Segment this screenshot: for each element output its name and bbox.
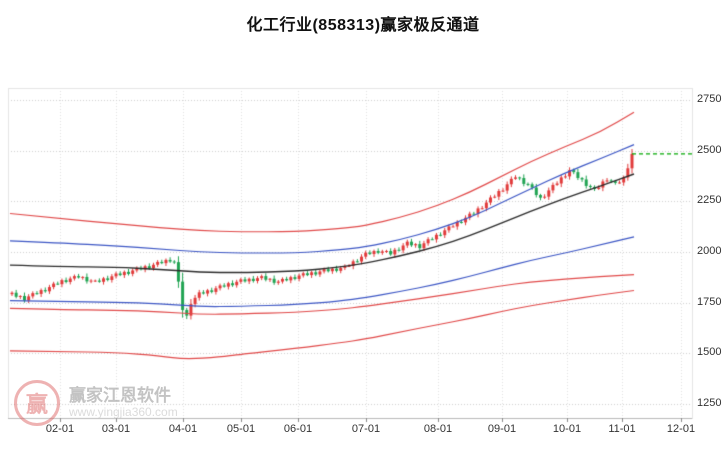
x-axis-label: 07-01 xyxy=(351,423,381,435)
x-axis-label: 08-01 xyxy=(423,423,453,435)
y-axis-label: 2000 xyxy=(697,245,722,257)
watermark-url: www.yingjia360.com xyxy=(69,405,178,419)
watermark-brand: 赢家江恩软件 xyxy=(69,386,171,405)
chart-title: 化工行业(858313)赢家极反通道 xyxy=(246,17,480,34)
x-axis-label: 12-01 xyxy=(666,423,696,435)
x-axis-label: 02-01 xyxy=(45,423,75,435)
y-axis-label: 1250 xyxy=(697,397,722,409)
x-axis-label: 11-01 xyxy=(608,423,636,435)
x-axis-label: 04-01 xyxy=(168,423,198,435)
x-axis-label: 10-01 xyxy=(552,423,582,435)
brand-logo-icon: 赢 xyxy=(14,380,60,426)
y-axis-label: 2750 xyxy=(697,93,722,105)
y-axis-label: 1500 xyxy=(697,346,722,359)
y-axis-label: 1750 xyxy=(697,295,722,308)
x-axis-label: 09-01 xyxy=(487,423,517,435)
y-axis-label: 2250 xyxy=(697,194,722,207)
x-axis-label: 05-01 xyxy=(226,423,256,435)
y-axis-label: 2500 xyxy=(697,143,722,156)
x-axis-label: 06-01 xyxy=(283,423,313,435)
watermark: 赢 赢家江恩软件 www.yingjia360.com xyxy=(14,380,178,426)
x-axis-label: 03-01 xyxy=(101,423,131,435)
watermark-text: 赢家江恩软件 www.yingjia360.com xyxy=(69,386,178,420)
